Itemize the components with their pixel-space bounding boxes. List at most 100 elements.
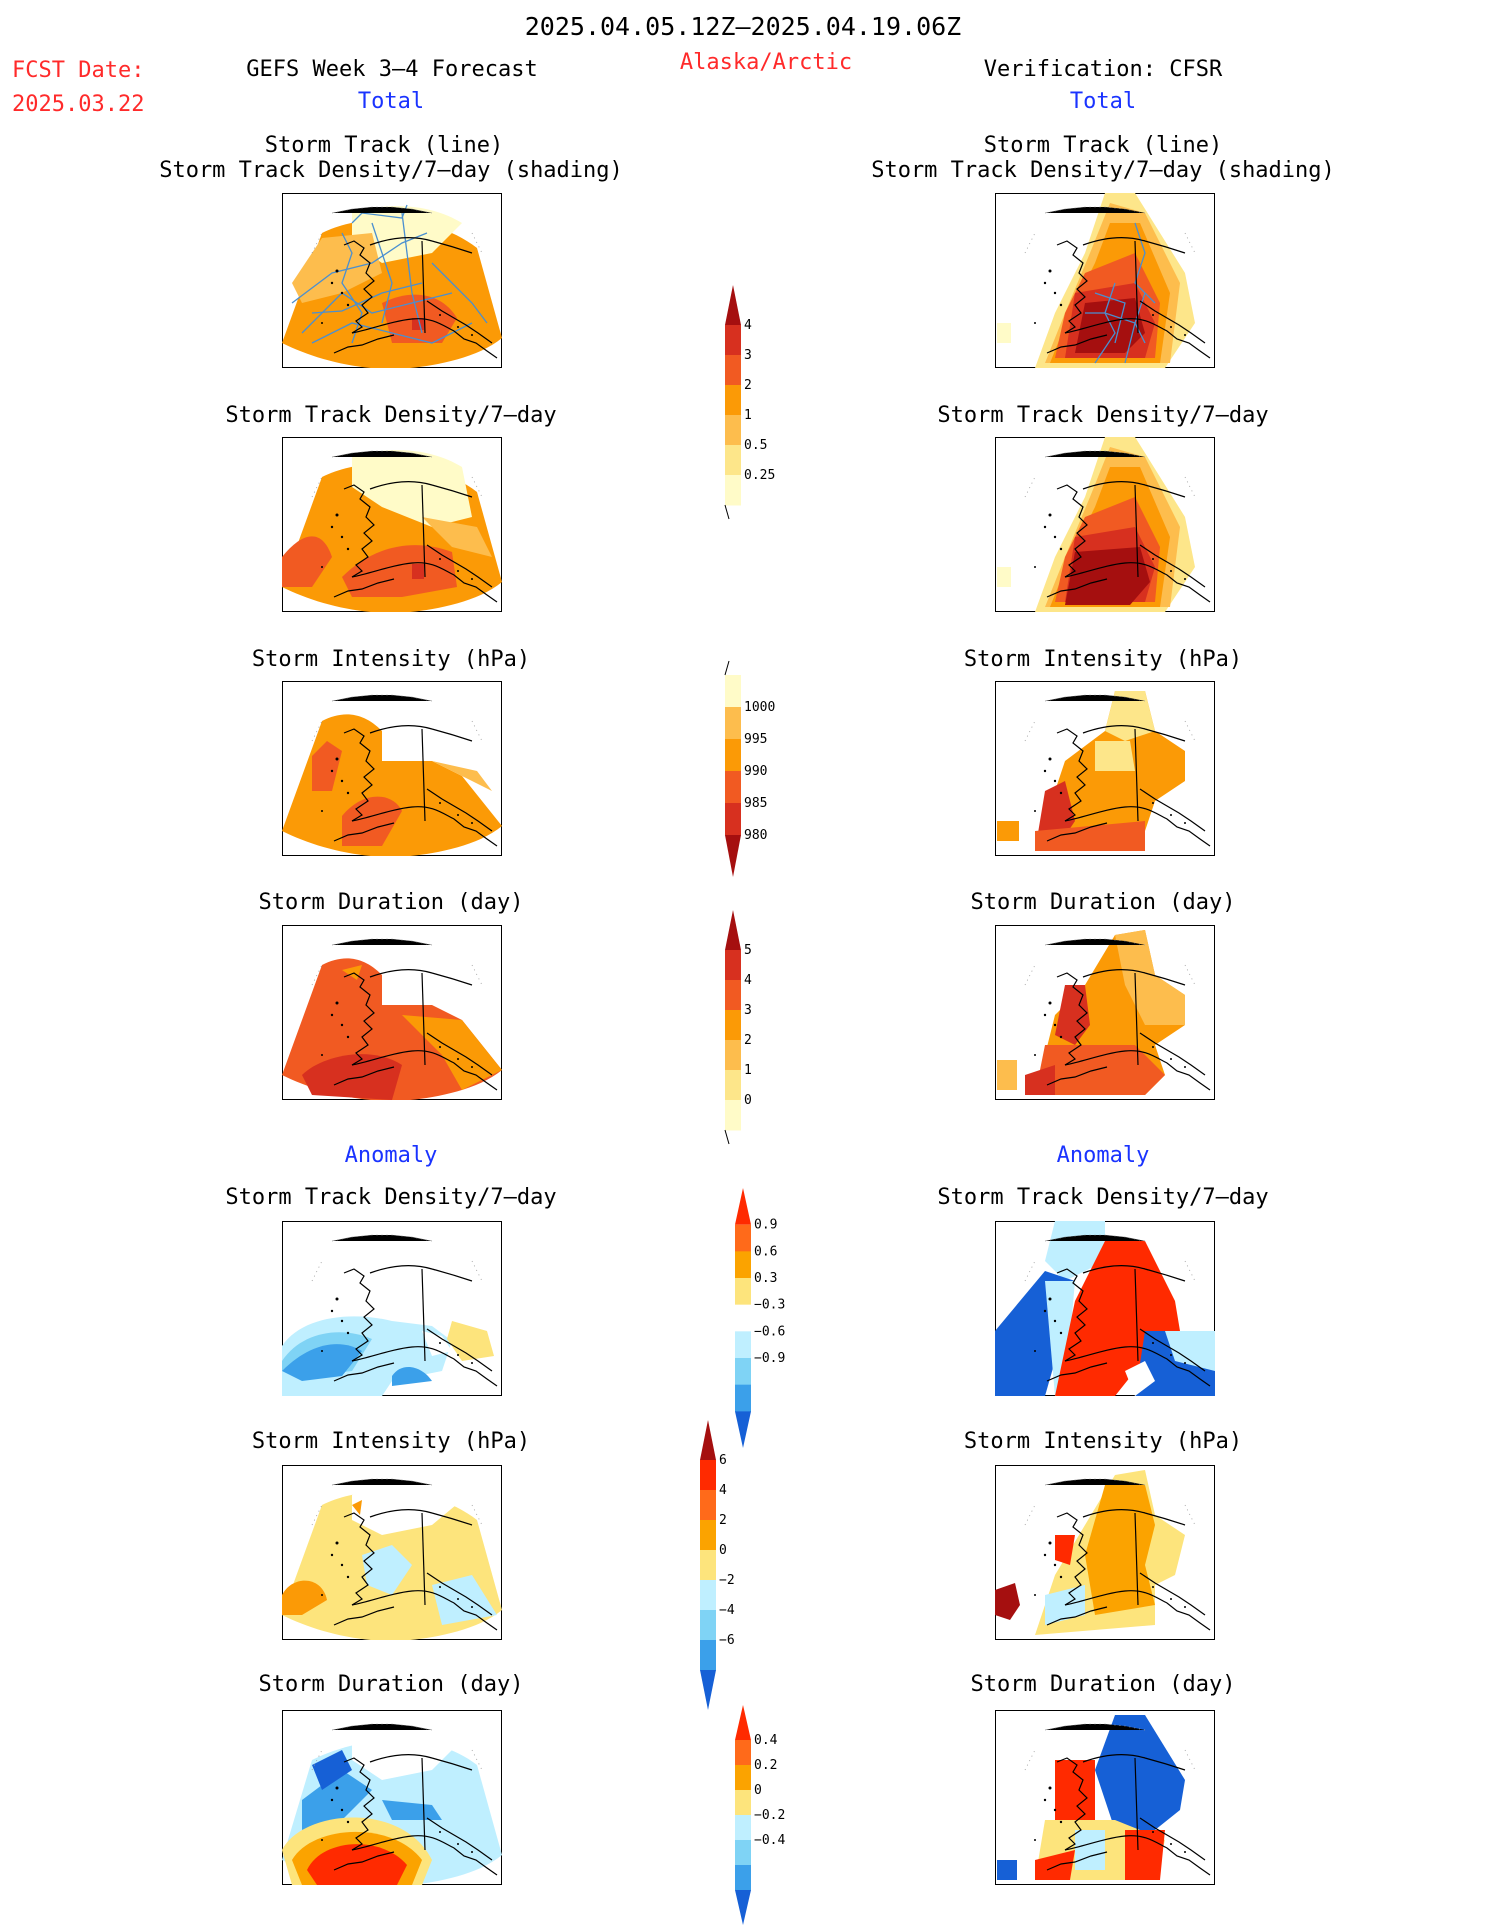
left-anomaly-label: Anomaly bbox=[344, 1143, 438, 1168]
colorbar-tick-label: −0.4 bbox=[754, 1833, 785, 1848]
colorbar-segment bbox=[735, 1278, 751, 1306]
right-density-title: Storm Track Density/7–day bbox=[937, 403, 1269, 428]
colorbar-tick-label: 985 bbox=[744, 796, 767, 811]
right-track-shading-title: Storm Track Density/7–day (shading) bbox=[871, 158, 1335, 183]
colorbar-tick-label: 980 bbox=[744, 828, 767, 843]
left-track-map bbox=[282, 193, 502, 368]
colorbar-tick-label: 0.25 bbox=[744, 468, 775, 483]
colorbar-tick-label: 4 bbox=[744, 973, 752, 988]
colorbar-segment bbox=[725, 675, 741, 708]
colorbar-tick-label: 6 bbox=[719, 1453, 727, 1468]
colorbar-tick-label: 0.5 bbox=[744, 438, 767, 453]
colorbar-density-total: 4 3 2 1 0.5 0.25 bbox=[723, 265, 783, 545]
region-title: Alaska/Arctic bbox=[679, 50, 853, 75]
colorbar-segment bbox=[735, 1740, 751, 1766]
right-anom-duration-map bbox=[995, 1710, 1215, 1885]
colorbar-tick-label: 4 bbox=[744, 318, 752, 333]
colorbar-segment bbox=[725, 475, 741, 506]
colorbar-segment bbox=[725, 803, 741, 836]
colorbar-segment bbox=[700, 1460, 716, 1491]
left-duration-map bbox=[282, 925, 502, 1100]
colorbar-segment bbox=[725, 707, 741, 740]
left-intensity-map bbox=[282, 681, 502, 856]
colorbar-duration-anom-svg: 0.4 0.2 0 −0.2 −0.4 bbox=[735, 1705, 785, 1925]
right-track-map bbox=[995, 193, 1215, 368]
right-anom-intensity-map bbox=[995, 1465, 1215, 1640]
left-duration-title: Storm Duration (day) bbox=[258, 890, 524, 915]
colorbar-segment bbox=[700, 1640, 716, 1671]
colorbar-segment bbox=[725, 1010, 741, 1041]
colorbar-segment bbox=[725, 1040, 741, 1071]
left-total-label: Total bbox=[357, 89, 425, 114]
right-anomaly-label: Anomaly bbox=[1056, 1143, 1150, 1168]
colorbar-segment bbox=[735, 1304, 751, 1332]
left-density-title: Storm Track Density/7–day bbox=[225, 403, 557, 428]
colorbar-segment bbox=[725, 445, 741, 476]
colorbar-tick-label: 1000 bbox=[744, 700, 775, 715]
left-anom-intensity-title: Storm Intensity (hPa) bbox=[251, 1429, 531, 1454]
colorbar-segment bbox=[735, 1815, 751, 1841]
colorbar-segment bbox=[735, 1224, 751, 1252]
colorbar-tick-label: 0.4 bbox=[754, 1733, 778, 1748]
fcst-label: FCST Date: bbox=[12, 58, 145, 83]
colorbar-tick-label: 1 bbox=[744, 1063, 752, 1078]
colorbar-segment bbox=[735, 1865, 751, 1891]
right-track-line-title: Storm Track (line) bbox=[983, 133, 1223, 158]
colorbar-tick-label: 2 bbox=[719, 1513, 727, 1528]
colorbar-tick-label: −0.3 bbox=[754, 1298, 785, 1313]
colorbar-tail bbox=[724, 504, 730, 520]
colorbar-tick-label: 0.3 bbox=[754, 1271, 777, 1286]
colorbar-tick-label: 4 bbox=[719, 1483, 727, 1498]
period-title: 2025.04.05.12Z–2025.04.19.06Z bbox=[524, 12, 962, 41]
colorbar-duration-total: 5 4 3 2 1 0 bbox=[723, 890, 783, 1170]
colorbar-tick-label: −0.2 bbox=[754, 1808, 785, 1823]
colorbar-segment bbox=[725, 385, 741, 416]
colorbar-tick-label: 990 bbox=[744, 764, 767, 779]
right-anom-intensity-title: Storm Intensity (hPa) bbox=[963, 1429, 1243, 1454]
colorbar-segment bbox=[725, 415, 741, 446]
colorbar-intensity-total-svg: 1000 995 990 985 980 bbox=[724, 660, 775, 877]
colorbar-tick-label: 3 bbox=[744, 1003, 752, 1018]
colorbar-tick-label: 0.2 bbox=[754, 1758, 777, 1773]
colorbar-segment bbox=[725, 1070, 741, 1101]
colorbar-segment bbox=[735, 1331, 751, 1359]
colorbar-duration-anom: 0.4 0.2 0 −0.2 −0.4 bbox=[733, 1695, 793, 1925]
right-duration-map bbox=[995, 925, 1215, 1100]
colorbar-segment bbox=[735, 1358, 751, 1386]
colorbar-segment bbox=[735, 1790, 751, 1816]
colorbar-segment bbox=[725, 950, 741, 981]
colorbar-tail bbox=[724, 660, 730, 676]
left-anom-duration-map bbox=[282, 1710, 502, 1885]
colorbar-segment bbox=[725, 835, 741, 877]
colorbar-tick-label: 0 bbox=[744, 1093, 752, 1108]
colorbar-segment bbox=[735, 1840, 751, 1866]
left-track-shading-title: Storm Track Density/7–day (shading) bbox=[159, 158, 623, 183]
colorbar-tick-label: −0.6 bbox=[754, 1324, 785, 1339]
right-duration-title: Storm Duration (day) bbox=[970, 890, 1236, 915]
left-anom-density-map bbox=[282, 1221, 502, 1396]
colorbar-tick-label: 0.6 bbox=[754, 1244, 777, 1259]
colorbar-segment bbox=[735, 1765, 751, 1791]
colorbar-tick-label: 0 bbox=[754, 1783, 762, 1798]
colorbar-tick-label: 995 bbox=[744, 732, 767, 747]
colorbar-segment bbox=[725, 325, 741, 356]
colorbar-segment bbox=[700, 1520, 716, 1551]
right-density-map bbox=[995, 437, 1215, 612]
colorbar-density-total-svg: 4 3 2 1 0.5 0.25 bbox=[724, 285, 775, 520]
left-anom-duration-title: Storm Duration (day) bbox=[258, 1672, 524, 1697]
right-anom-density-title: Storm Track Density/7–day bbox=[937, 1185, 1269, 1210]
left-density-map bbox=[282, 437, 502, 612]
colorbar-intensity-anom: 6 4 2 0 −2 −4 −6 bbox=[698, 1410, 758, 1710]
colorbar-segment bbox=[735, 1890, 751, 1925]
colorbar-tick-label: 5 bbox=[744, 943, 752, 958]
colorbar-segment bbox=[725, 980, 741, 1011]
colorbar-tick-label: 0 bbox=[719, 1543, 727, 1558]
colorbar-tick-label: 1 bbox=[744, 408, 752, 423]
colorbar-tick-label: 0.9 bbox=[754, 1218, 777, 1233]
right-anom-density-map bbox=[995, 1221, 1215, 1396]
colorbar-segment bbox=[700, 1550, 716, 1581]
colorbar-tick-label: −0.9 bbox=[754, 1351, 785, 1366]
colorbar-segment bbox=[735, 1251, 751, 1279]
colorbar-intensity-total: 1000 995 990 985 980 bbox=[723, 645, 783, 885]
colorbar-segment bbox=[725, 1100, 741, 1131]
